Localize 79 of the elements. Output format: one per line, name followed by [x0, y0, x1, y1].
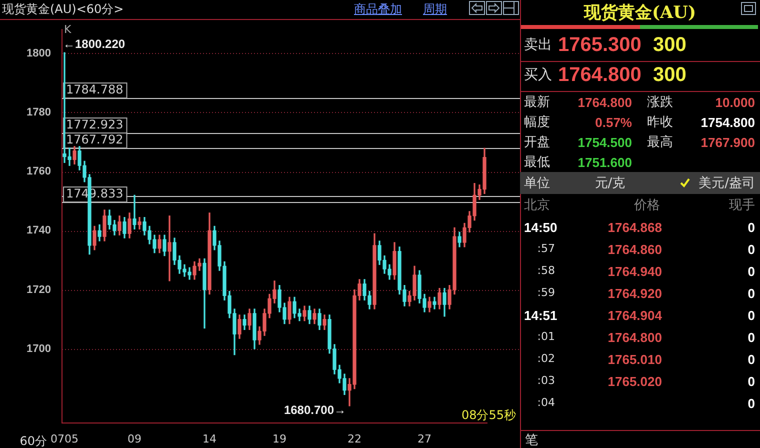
- x-tick-label: 0705: [50, 432, 78, 446]
- text: 1764.940: [608, 264, 662, 279]
- text: 开盘: [524, 135, 550, 150]
- y-tick-label: 1740: [26, 224, 51, 237]
- text: :04: [537, 396, 555, 409]
- text: 0: [748, 264, 755, 279]
- text: 现货黄金(AU): [584, 3, 696, 23]
- text: 昨收: [647, 115, 673, 130]
- ref-line-label: 1784.788: [66, 82, 124, 97]
- x-tick-label: 14: [202, 432, 216, 446]
- annotation: ←1800.220: [63, 37, 126, 51]
- ref-line-label: 1767.792: [66, 132, 124, 147]
- text: 1754.500: [578, 135, 632, 150]
- text: 0: [748, 242, 755, 257]
- x-tick-label: 09: [128, 432, 142, 446]
- text: 1765.020: [608, 374, 662, 389]
- text: 14:50: [524, 220, 558, 235]
- text: 0: [748, 396, 755, 411]
- x-tick-label: 27: [418, 432, 432, 446]
- text: 1754.800: [700, 115, 755, 130]
- annotation: 08分55秒: [461, 408, 516, 422]
- text: 1764.920: [608, 286, 662, 301]
- text: :03: [537, 374, 555, 387]
- text: 笔: [525, 433, 538, 448]
- text: :57: [537, 242, 555, 255]
- text: 1765.300: [558, 34, 642, 56]
- text: :58: [537, 264, 555, 277]
- x-tick-label: 19: [272, 432, 286, 446]
- candlestick: [132, 194, 136, 230]
- text: 0: [748, 308, 755, 323]
- y-tick-label: 1700: [26, 342, 51, 355]
- text: 1764.868: [608, 220, 662, 235]
- text: 1764.800: [578, 95, 632, 110]
- text: 60分: [20, 434, 47, 448]
- text: 14:51: [524, 308, 558, 323]
- text: 1764.904: [608, 308, 662, 323]
- text: :02: [537, 352, 555, 365]
- text: 1767.900: [700, 135, 755, 150]
- y-tick-label: 1800: [26, 47, 51, 60]
- text: 商品叠加: [354, 2, 402, 16]
- text: 幅度: [524, 115, 550, 130]
- text: 最高: [647, 135, 673, 150]
- text: 0: [748, 330, 755, 345]
- text: :59: [537, 286, 555, 299]
- text: 最新: [524, 95, 550, 110]
- text: 1764.800: [608, 330, 662, 345]
- text: 1751.600: [578, 155, 632, 170]
- y-tick-label: 1760: [26, 166, 51, 178]
- x-tick-label: 22: [348, 432, 362, 446]
- text: 300: [653, 34, 686, 56]
- text: 美元/盎司: [698, 176, 755, 191]
- text: 单位: [524, 176, 550, 191]
- text: 价格: [634, 198, 660, 213]
- text: 1765.010: [608, 352, 662, 367]
- candlestick: [168, 216, 172, 282]
- text: 1764.860: [608, 242, 662, 257]
- chart-title: 现货黄金(AU)<60分>: [2, 2, 124, 16]
- text: 300: [653, 64, 686, 86]
- text: 0: [748, 352, 755, 367]
- annotation: K: [64, 23, 72, 36]
- y-tick-label: 1720: [26, 284, 51, 296]
- text: 北京: [524, 198, 550, 213]
- text: 元/克: [594, 176, 626, 191]
- text: 买入: [524, 67, 552, 83]
- text: 卖出: [524, 37, 552, 53]
- text: :01: [537, 330, 555, 343]
- text: 0: [748, 286, 755, 301]
- text: 1764.800: [558, 64, 642, 86]
- text: 周期: [423, 2, 447, 16]
- y-tick-label: 1780: [26, 106, 51, 118]
- text: 现手: [729, 198, 755, 213]
- annotation: 1680.700→: [284, 403, 346, 417]
- text: 涨跌: [647, 95, 673, 110]
- ref-line-label: 1772.923: [66, 118, 124, 132]
- text: 最低: [524, 155, 550, 170]
- text: 10.000: [715, 95, 755, 110]
- text: 0: [748, 220, 755, 235]
- text: 0: [748, 374, 755, 389]
- text: 0.57%: [595, 115, 632, 130]
